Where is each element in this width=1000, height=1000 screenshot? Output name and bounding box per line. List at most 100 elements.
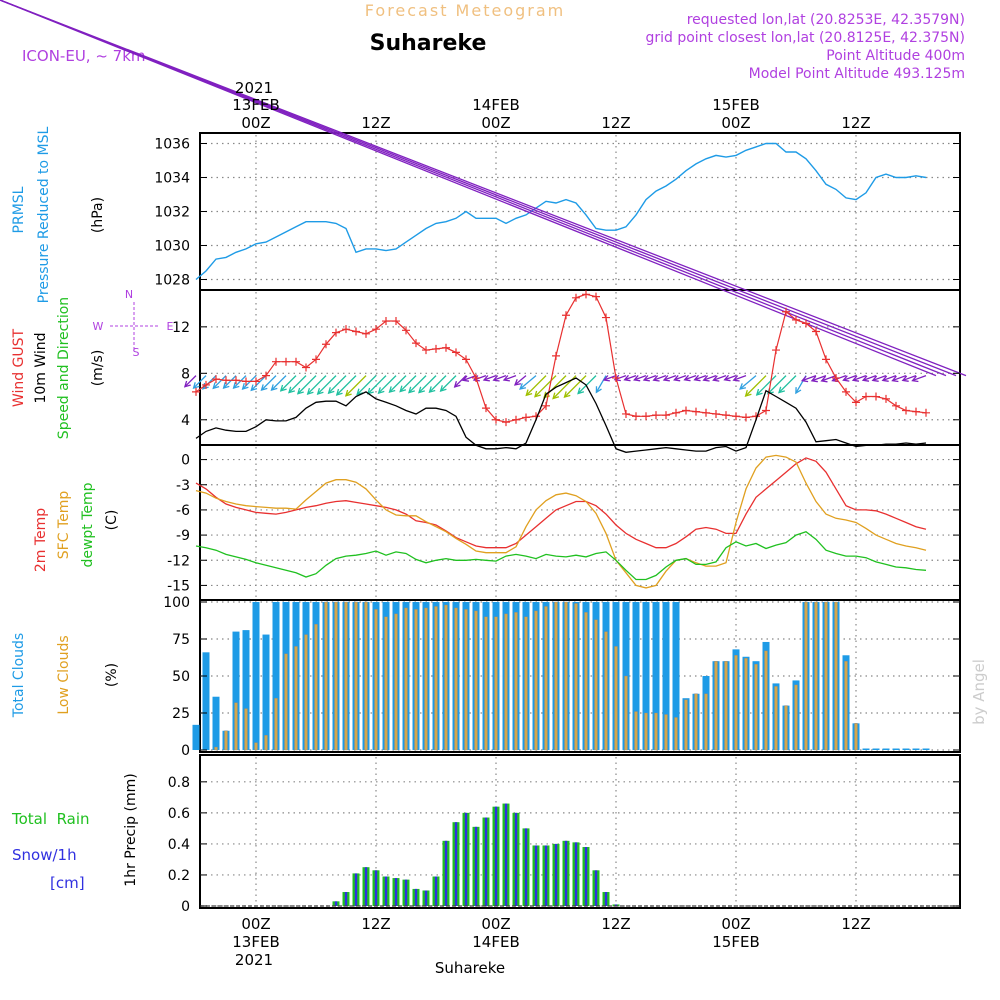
- gust-marker: [222, 376, 230, 385]
- wind-arrow-head: [327, 387, 335, 395]
- wind-arrow: [261, 375, 277, 391]
- ytick-label-temperature: -12: [167, 553, 190, 569]
- wind-arrow-head: [881, 375, 889, 382]
- low-cloud-bar: [214, 746, 218, 751]
- wind-arrow-head: [428, 386, 436, 394]
- gust-marker: [242, 377, 250, 386]
- xtick-label-top: 00Z: [481, 114, 510, 132]
- gust-marker: [332, 328, 340, 337]
- wind-arrow-head: [408, 386, 415, 394]
- wind-arrow: [534, 375, 557, 398]
- low-cloud-bar: [434, 606, 438, 751]
- total-cloud-bar: [202, 652, 210, 750]
- wind-arrow: [0, 0, 967, 377]
- watermark: by Angel: [970, 659, 988, 725]
- wind-arrow-head: [552, 392, 560, 400]
- low-cloud-bar: [494, 616, 498, 751]
- low-cloud-bar: [304, 634, 308, 751]
- temp-ylabel-unit: (C): [104, 510, 120, 531]
- wind-arrow-head: [842, 375, 850, 382]
- xtick-label-bottom: 00Z: [241, 915, 270, 933]
- wind-arrow: [399, 375, 417, 392]
- ytick-label-clouds: 50: [172, 669, 190, 685]
- gust-marker: [412, 339, 420, 348]
- gust-marker: [912, 407, 920, 416]
- gust-marker: [732, 412, 740, 421]
- gust-marker: [612, 373, 620, 382]
- wind-arrow-head: [306, 388, 314, 395]
- wind-ylabel-direction: Speed and Direction: [56, 297, 72, 439]
- wind-arrow-head: [702, 375, 710, 382]
- snow-bar: [524, 828, 528, 906]
- ytick-label-wind: 8: [181, 366, 190, 382]
- wind-arrow-head: [820, 375, 828, 383]
- gust-marker: [232, 376, 240, 385]
- gust-marker: [762, 406, 770, 415]
- wind-arrow-head: [800, 375, 809, 383]
- low-cloud-bar: [854, 723, 858, 751]
- total-cloud-bar: [252, 602, 260, 750]
- wind-arrow-head: [851, 375, 860, 382]
- low-cloud-bar: [704, 693, 708, 751]
- low-cloud-bar: [784, 705, 788, 751]
- low-cloud-bar: [394, 613, 398, 751]
- wind-arrow: [801, 375, 817, 382]
- low-cloud-bar: [774, 686, 778, 751]
- snow-bar: [384, 876, 388, 906]
- model-point-altitude: Model Point Altitude 493.125m: [749, 66, 965, 82]
- wind-arrow: [811, 375, 827, 382]
- sfc-temp-line: [195, 454, 927, 589]
- snow-bar: [374, 870, 378, 906]
- wind-arrow: [882, 375, 897, 382]
- total-cloud-bar: [242, 630, 250, 750]
- gust-marker: [292, 357, 300, 366]
- wind-arrow-head: [563, 391, 571, 399]
- gust-marker: [822, 355, 830, 364]
- wind-arrow: [280, 375, 297, 392]
- wind-arrow-head: [810, 375, 818, 383]
- low-cloud-bar: [254, 742, 258, 751]
- snow-bar: [444, 840, 448, 906]
- wind-arrow-head: [577, 387, 585, 395]
- data-layer: [0, 0, 967, 907]
- low-cloud-bar: [694, 693, 698, 751]
- wind-arrow-head: [356, 388, 364, 396]
- wind-arrow: [483, 375, 497, 381]
- total-cloud-bar: [892, 748, 900, 750]
- ytick-label-precip: 0.6: [168, 806, 190, 822]
- wind-arrow: [233, 375, 247, 389]
- wind-arrow: [223, 375, 237, 389]
- xtick-label-top: 12Z: [601, 114, 630, 132]
- gust-marker: [602, 313, 610, 322]
- clouds-ylabel-low: Low Clouds: [56, 635, 72, 714]
- total-cloud-bar: [272, 602, 280, 750]
- low-cloud-bar: [604, 631, 608, 751]
- wind-arrow-head: [683, 374, 691, 382]
- wind-arrow: [336, 375, 357, 396]
- xtick-label-top: 00Z: [721, 114, 750, 132]
- low-cloud-bar: [534, 610, 538, 751]
- year-label-bottom: 2021: [235, 951, 273, 969]
- wind-arrow-head: [250, 384, 258, 392]
- low-cloud-bar: [404, 607, 408, 751]
- wind-arrow: [703, 375, 717, 381]
- ytick-label-clouds: 100: [163, 595, 190, 611]
- snow-bar: [514, 812, 518, 906]
- wind-arrow-head: [911, 375, 919, 383]
- clouds-ylabel-unit: (%): [104, 663, 120, 687]
- low-cloud-bar: [684, 699, 688, 751]
- low-cloud-bar: [634, 711, 638, 751]
- wind-arrow: [902, 375, 917, 382]
- total-cloud-bar: [912, 748, 920, 750]
- gust-marker: [642, 412, 650, 421]
- snow-bar: [424, 890, 428, 906]
- precip-legend-snow-unit: [cm]: [50, 874, 85, 892]
- low-cloud-bar: [714, 661, 718, 751]
- wind-arrow-head: [461, 375, 470, 382]
- wind-arrow: [872, 375, 887, 382]
- gust-marker: [192, 387, 200, 396]
- snow-bar: [494, 806, 498, 906]
- xtick-label-bottom: 00Z: [721, 915, 750, 933]
- wind-arrow: [503, 375, 517, 381]
- point-altitude: Point Altitude 400m: [826, 48, 965, 64]
